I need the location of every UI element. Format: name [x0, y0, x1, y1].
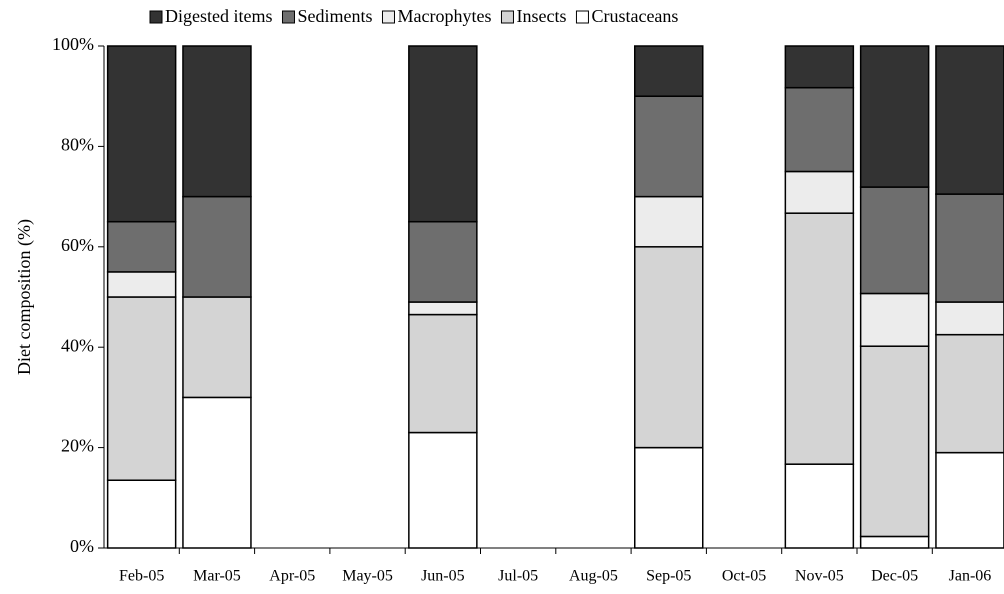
bar-segment [935, 301, 1004, 336]
bar-segment [106, 220, 177, 273]
x-tick-label: Jan-06 [949, 568, 992, 585]
x-tick-label: May-05 [342, 568, 393, 585]
legend-swatch [500, 10, 514, 24]
x-tick-label: Sep-05 [646, 568, 691, 585]
bar-segment [106, 271, 177, 298]
bar-segment [784, 212, 855, 465]
bar-segment [859, 45, 930, 188]
bar-segment [935, 451, 1004, 549]
legend-label: Sediments [297, 6, 372, 26]
legend-label: Macrophytes [397, 6, 491, 26]
bar-segment [182, 45, 252, 198]
bar-segment [859, 345, 930, 538]
x-tick-label: Mar-05 [193, 568, 241, 585]
bar-segment [859, 535, 930, 549]
bar-segment [634, 95, 704, 198]
bar-segment [182, 396, 252, 549]
bar-segment [634, 195, 704, 248]
x-tick-label: Nov-05 [795, 568, 844, 585]
x-tick-label: Jun-05 [421, 568, 465, 585]
bar-segment [859, 186, 930, 295]
bar-segment [106, 479, 177, 549]
bar-segment [408, 313, 478, 434]
x-tick-label: Feb-05 [119, 568, 164, 585]
x-tick-label: Aug-05 [569, 568, 618, 585]
y-axis-label: Diet composition (%) [14, 219, 35, 375]
bar-segment [784, 86, 855, 173]
bar-segment [784, 463, 855, 549]
bar-segment [106, 45, 177, 223]
legend-label: Digested items [165, 6, 272, 26]
bar-segment [935, 45, 1004, 195]
bar-segment [935, 193, 1004, 303]
bar-segment [408, 301, 478, 316]
x-tick-label: Jul-05 [498, 568, 538, 585]
y-tick-label: 20% [61, 436, 94, 456]
bar-segment [859, 292, 930, 347]
legend-label: Insects [516, 6, 566, 26]
y-tick-label: 60% [61, 235, 94, 255]
legend-swatch [149, 10, 163, 24]
y-tick-label: 80% [61, 135, 94, 155]
bar-segment [634, 45, 704, 97]
bar-segment [784, 170, 855, 214]
bar-segment [106, 296, 177, 481]
bar-segment [182, 195, 252, 298]
legend-label: Crustaceans [591, 6, 678, 26]
y-tick-label: 0% [70, 536, 94, 556]
legend-swatch [575, 10, 589, 24]
bar-segment [408, 220, 478, 303]
y-tick-label: 40% [61, 335, 94, 355]
bar-segment [634, 446, 704, 549]
bar-segment [408, 45, 478, 223]
y-tick-label: 100% [52, 34, 94, 54]
bar-segment [634, 246, 704, 449]
legend-swatch [281, 10, 295, 24]
x-tick-label: Dec-05 [871, 568, 918, 585]
x-tick-label: Apr-05 [269, 568, 315, 585]
bar-segment [408, 431, 478, 549]
bar-segment [935, 333, 1004, 454]
x-tick-label: Oct-05 [722, 568, 766, 585]
bar-segment [784, 45, 855, 89]
legend-swatch [381, 10, 395, 24]
bar-segment [182, 296, 252, 399]
